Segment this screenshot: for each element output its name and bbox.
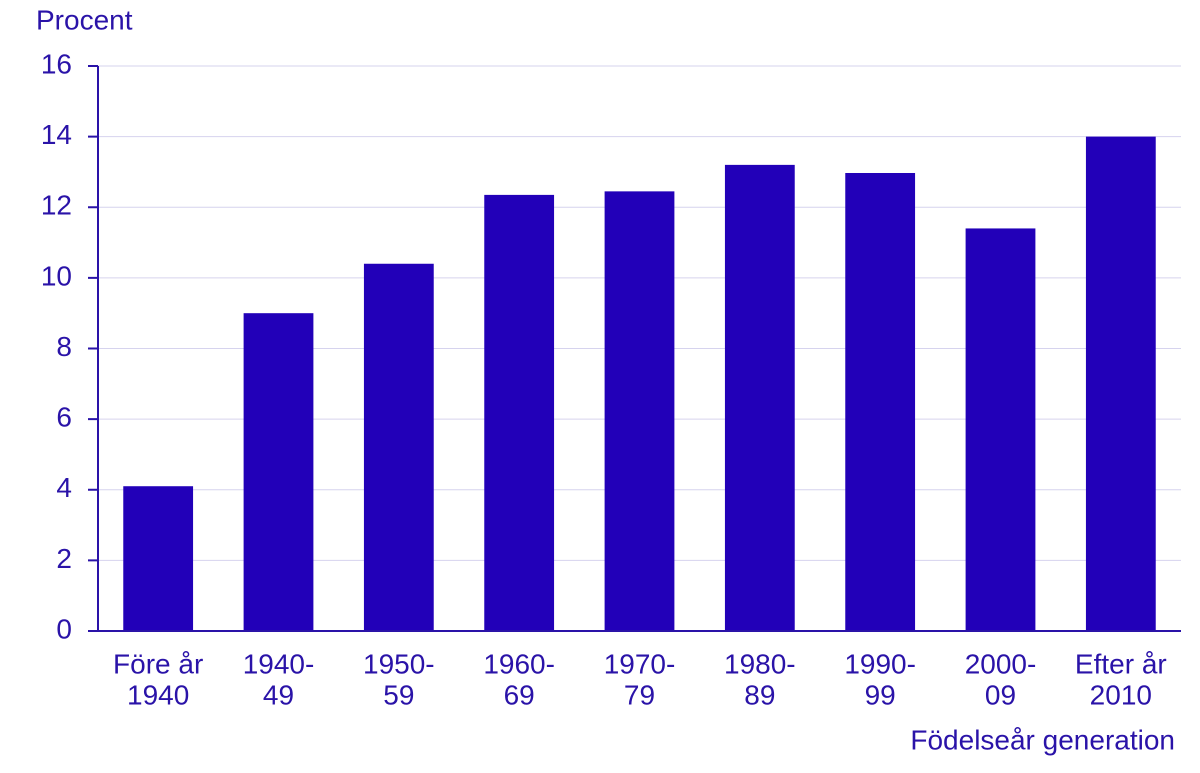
bar <box>845 172 916 631</box>
x-tick-label: 1990- <box>844 648 916 679</box>
y-tick-label: 2 <box>56 543 72 574</box>
x-tick-label: 89 <box>744 679 775 710</box>
y-tick-label: 12 <box>41 190 72 221</box>
bar <box>484 194 555 631</box>
bar <box>1085 136 1156 631</box>
bar <box>363 263 434 631</box>
x-tick-label: 99 <box>865 679 896 710</box>
x-tick-label: 1950- <box>363 648 435 679</box>
y-tick-label: 8 <box>56 331 72 362</box>
x-tick-label: 1940- <box>243 648 315 679</box>
x-tick-label: 49 <box>263 679 294 710</box>
bar <box>243 313 314 631</box>
x-tick-label: 1980- <box>724 648 796 679</box>
y-tick-label: 0 <box>56 613 72 644</box>
bar <box>604 191 675 631</box>
x-tick-label: 79 <box>624 679 655 710</box>
x-tick-label: Före år <box>113 648 203 679</box>
bar <box>965 228 1036 631</box>
x-tick-label: Efter år <box>1075 648 1167 679</box>
bar <box>123 486 194 631</box>
x-tick-label: 1940 <box>127 679 189 710</box>
x-tick-label: 2010 <box>1090 679 1152 710</box>
x-axis-label: Födelseår generation <box>910 724 1175 755</box>
x-tick-label: 1970- <box>604 648 676 679</box>
y-tick-label: 4 <box>56 472 72 503</box>
y-tick-label: 6 <box>56 402 72 433</box>
y-tick-label: 14 <box>41 119 72 150</box>
x-tick-label: 2000- <box>965 648 1037 679</box>
bar <box>724 164 795 631</box>
x-tick-label: 59 <box>383 679 414 710</box>
y-axis-label: Procent <box>36 4 133 35</box>
x-tick-label: 09 <box>985 679 1016 710</box>
x-tick-label: 1960- <box>483 648 555 679</box>
x-tick-label: 69 <box>504 679 535 710</box>
y-tick-label: 16 <box>41 48 72 79</box>
y-tick-label: 10 <box>41 260 72 291</box>
